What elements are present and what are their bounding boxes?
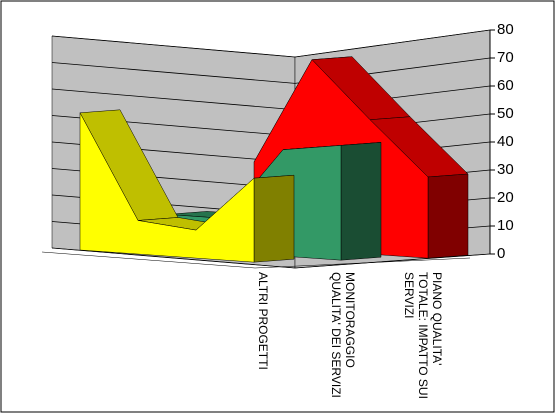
- y-tick-label: 50: [497, 105, 514, 122]
- depth-axis: [41, 251, 256, 269]
- y-tick-label: 10: [497, 217, 514, 234]
- y-tick-label: 70: [497, 49, 514, 66]
- series-label: ALTRI PROGETTI: [256, 272, 270, 370]
- grid-line: [51, 29, 491, 58]
- y-tick-label: 20: [497, 189, 514, 206]
- y-tick-label: 60: [497, 77, 514, 94]
- series-label: PIANO QUALITA' TOTALE: IMPATTO SUI SERVI…: [402, 272, 444, 399]
- area-side: [427, 173, 469, 259]
- grid-line: [51, 57, 491, 84]
- grid-line: [51, 247, 491, 269]
- area-side: [340, 142, 382, 261]
- area: [79, 112, 255, 263]
- y-tick-label: 80: [497, 21, 514, 38]
- y-tick-label: 0: [497, 245, 505, 262]
- area-side: [253, 174, 295, 263]
- series-label: MONITORAGGIO QUALITA' DEI SERVIZI: [329, 272, 357, 398]
- series-axis: [254, 257, 471, 269]
- y-tick-label: 30: [497, 161, 514, 178]
- y-tick-label: 40: [497, 133, 514, 150]
